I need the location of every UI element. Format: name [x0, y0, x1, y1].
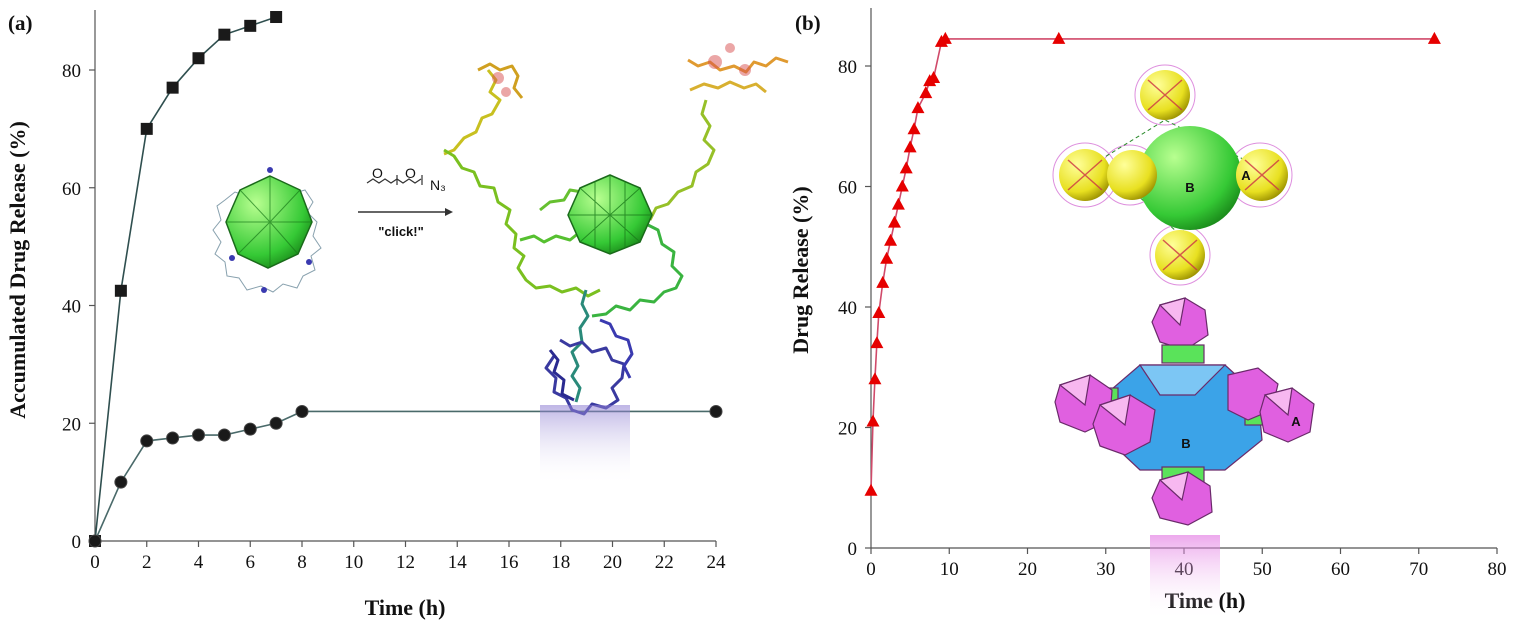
panel-b-x-tick-label: 50	[1253, 559, 1272, 580]
reflection	[540, 405, 630, 485]
panel-a-label: (a)	[8, 11, 33, 35]
panel-a-y-tick-label: 40	[62, 297, 81, 318]
panel-b-series-0-point	[938, 31, 952, 44]
panel-b-y-tick-label: 40	[838, 298, 857, 319]
panel-a-x-tick-label: 4	[194, 552, 204, 573]
panel-b-x-tick-label: 10	[940, 559, 959, 580]
panel-b-inset-polyhedra-structure: B A	[1054, 297, 1315, 620]
panel-a-inset-reaction-arrow: O O N₃ "click!"	[358, 165, 453, 239]
panel-b-series-0-point	[866, 414, 880, 427]
panel-b-y-tick-label: 60	[838, 178, 857, 199]
panel-a-y-tick-label: 0	[72, 532, 82, 553]
panel-a-series-0-point	[166, 81, 179, 94]
panel-b-series-0-point	[911, 101, 925, 114]
panel-b-series-0-point	[868, 372, 882, 385]
panel-b-x-tick-label: 30	[1096, 559, 1115, 580]
panel-b-series-0-point	[891, 197, 905, 210]
panel-a-y-axis-label: Accumulated Drug Release (%)	[5, 121, 30, 419]
panel-a-y-tick-label: 60	[62, 179, 81, 200]
panel-b-series-0-point	[884, 233, 898, 246]
panel-b-x-tick-label: 80	[1488, 559, 1507, 580]
panel-a-series-0-point	[218, 28, 231, 41]
panel-b-series-0-point	[880, 251, 894, 264]
panel-b-series-0-point	[899, 161, 913, 174]
panel-b-series-0-point	[872, 306, 886, 319]
panel-a-series-1-point	[88, 534, 102, 548]
panel-a-series-1-point	[709, 404, 723, 418]
panel-b-series-0-point	[919, 86, 933, 99]
panel-a-x-tick-label: 18	[551, 552, 570, 573]
panel-b-inset-sphere-structure: B A	[1052, 64, 1293, 286]
panel-a-series-1-point	[243, 422, 257, 436]
panel-a-x-tick-label: 2	[142, 552, 152, 573]
panel-b-series-0-point	[927, 71, 941, 84]
polyhedron-label-a: A	[1291, 414, 1301, 429]
polyhedron-label-b: B	[1181, 436, 1190, 451]
panel-b-x-tick-label: 0	[866, 559, 876, 580]
panel-a-series-1-point	[269, 416, 283, 430]
panel-b-series-0-point	[864, 483, 878, 496]
panel-a-series-0-line	[94, 16, 277, 542]
panel-b-x-tick-label: 70	[1409, 559, 1428, 580]
panel-a-series-1-point	[192, 428, 205, 442]
panel-b: (b) 02040608001020304050607080 Drug Rele…	[788, 8, 1507, 620]
panel-a-x-tick-label: 16	[500, 552, 519, 573]
panel-b-series-0-point	[895, 179, 909, 192]
panel-a-x-tick-label: 0	[90, 552, 100, 573]
panel-a-series-1-point	[295, 404, 309, 418]
sphere-label-b: B	[1185, 180, 1194, 195]
panel-a-inset-small-cluster	[212, 167, 322, 293]
panel-a-x-tick-label: 8	[297, 552, 307, 573]
panel-b-axes: 02040608001020304050607080	[838, 8, 1507, 580]
panel-b-series-0-point	[1052, 31, 1066, 44]
panel-a-series-1-line	[94, 410, 716, 542]
panel-a-x-tick-label: 22	[655, 552, 674, 573]
panel-a-series-1-point	[217, 428, 231, 442]
click-label: "click!"	[378, 224, 424, 239]
panel-a-series-0-point	[140, 122, 153, 135]
central-sphere	[1138, 126, 1242, 230]
panel-a-series-1-point	[166, 431, 180, 445]
panel-b-series-0-line	[870, 38, 1435, 491]
sphere-label-a: A	[1241, 168, 1251, 183]
panel-b-x-tick-label: 20	[1018, 559, 1037, 580]
panel-b-label: (b)	[795, 11, 821, 35]
panel-b-series-0-point	[1427, 31, 1441, 44]
panel-b-series-0-point	[903, 140, 917, 153]
reflection	[1150, 535, 1220, 620]
panel-a-x-tick-label: 24	[707, 552, 727, 573]
panel-a-x-tick-label: 12	[396, 552, 415, 573]
panel-a-series-0-point	[114, 284, 127, 297]
svg-text:N₃: N₃	[430, 177, 446, 193]
panel-b-y-tick-label: 20	[838, 419, 857, 440]
panel-a-x-tick-label: 6	[246, 552, 256, 573]
panel-b-x-tick-label: 60	[1331, 559, 1350, 580]
panel-b-series-0-point	[907, 122, 921, 135]
svg-text:O: O	[405, 165, 416, 181]
panel-a-inset-polymer-cluster	[443, 43, 789, 485]
panel-b-y-tick-label: 80	[838, 57, 857, 78]
panel-b-y-axis-label: Drug Release (%)	[788, 186, 813, 353]
panel-a-series-1-point	[140, 434, 154, 448]
panel-a-series-0-point	[192, 52, 205, 65]
panel-a-series-0-point	[270, 11, 283, 24]
panel-a-x-axis-label: Time (h)	[365, 595, 446, 620]
panel-a-y-tick-label: 20	[62, 414, 81, 435]
svg-text:O: O	[372, 165, 383, 181]
panel-a-series-0-point	[244, 19, 257, 32]
panel-b-y-tick-label: 0	[848, 539, 858, 560]
panel-b-series-0-point	[887, 215, 901, 228]
panel-a-x-tick-label: 14	[448, 552, 468, 573]
panel-a-y-tick-label: 80	[62, 61, 81, 82]
panel-a-x-tick-label: 20	[603, 552, 622, 573]
panel-a-series-1-point	[114, 475, 128, 489]
panel-a-x-tick-label: 10	[344, 552, 363, 573]
panel-b-series-0-point	[876, 275, 890, 288]
panel-b-series-0-point	[870, 336, 884, 349]
